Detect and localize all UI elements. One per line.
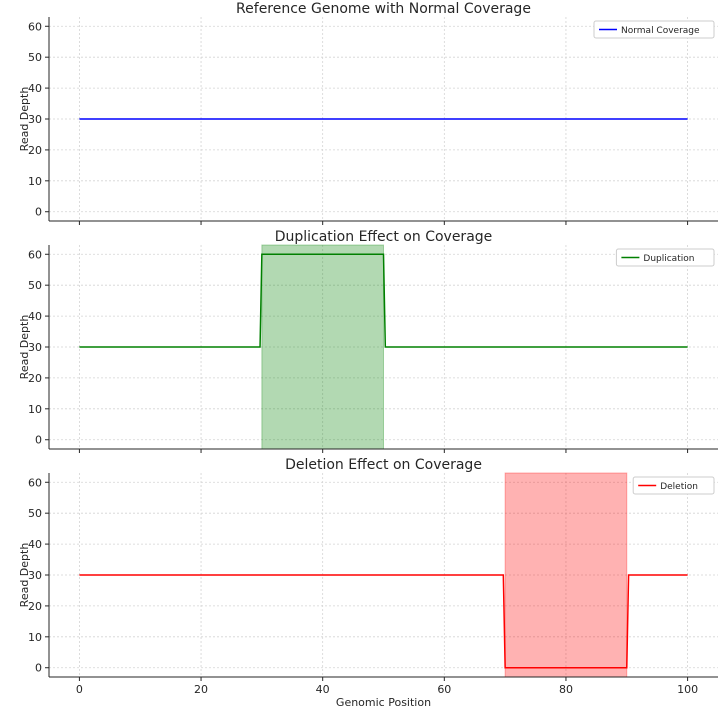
y-axis-label: Read Depth [18, 87, 31, 152]
x-tick-label: 0 [76, 683, 83, 696]
y-tick-label: 20 [28, 372, 42, 385]
y-tick-label: 10 [28, 631, 42, 644]
y-tick-label: 0 [35, 662, 42, 675]
y-tick-label: 60 [28, 20, 42, 33]
highlight-span [504, 472, 628, 678]
y-tick-label: 30 [28, 569, 42, 582]
series-line-duplication [79, 253, 688, 348]
y-tick-label: 10 [28, 175, 42, 188]
y-tick-label: 40 [28, 82, 42, 95]
y-tick-label: 50 [28, 51, 42, 64]
x-tick-label: 40 [316, 683, 330, 696]
legend-box [615, 248, 715, 267]
chart-panel-2: 0 10 20 30 40 50 60 Duplication Effect on Cover… [18, 229, 718, 453]
chart-title: Duplication Effect on Coverage [275, 229, 493, 245]
legend: Deletion [632, 476, 715, 495]
y-tick-label: 40 [28, 310, 42, 323]
chart-panel-3: 0 10 20 30 40 50 60 0 20 40 60 80 100 Deletion Effect… [18, 457, 718, 709]
legend-label: Duplication [643, 254, 694, 264]
chart-title: Deletion Effect on Coverage [285, 457, 482, 473]
y-tick-label: 20 [28, 600, 42, 613]
chart-panel-1: 0 10 20 30 40 50 60 Reference Genome with Norma… [18, 1, 718, 225]
legend-label: Normal Coverage [621, 26, 700, 36]
legend: Normal Coverage [593, 20, 715, 39]
legend-box [593, 20, 715, 39]
y-tick-label: 50 [28, 507, 42, 520]
y-tick-label: 50 [28, 279, 42, 292]
x-tick-label: 60 [437, 683, 451, 696]
x-tick-label: 100 [677, 683, 698, 696]
y-axis-label: Read Depth [18, 315, 31, 380]
x-axis-label: Genomic Position [336, 696, 431, 709]
y-tick-label: 30 [28, 113, 42, 126]
y-tick-label: 40 [28, 538, 42, 551]
y-tick-label: 0 [35, 434, 42, 447]
y-tick-label: 60 [28, 476, 42, 489]
chart-title: Reference Genome with Normal Coverage [236, 1, 531, 17]
x-tick-label: 20 [194, 683, 208, 696]
legend: Duplication [615, 248, 715, 267]
y-tick-label: 20 [28, 144, 42, 157]
y-tick-label: 0 [35, 206, 42, 219]
series-line-deletion [79, 574, 688, 669]
y-tick-label: 30 [28, 341, 42, 354]
legend-box [632, 476, 715, 495]
y-tick-label: 60 [28, 248, 42, 261]
highlight-span [261, 244, 385, 450]
x-tick-label: 80 [559, 683, 573, 696]
legend-label: Deletion [660, 482, 698, 492]
y-tick-label: 10 [28, 403, 42, 416]
y-axis-label: Read Depth [18, 543, 31, 608]
